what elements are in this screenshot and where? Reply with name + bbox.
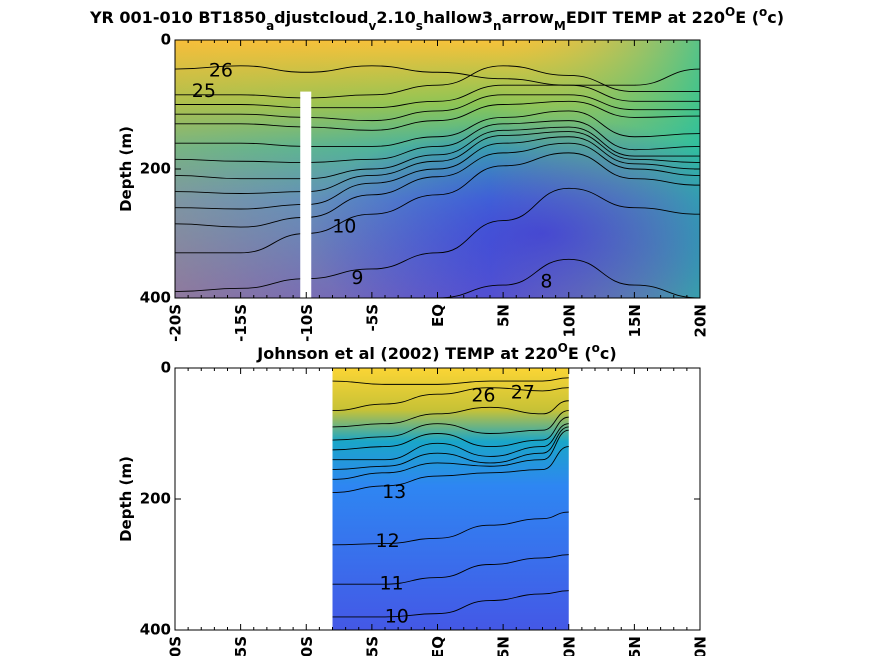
top-chart-title-part: O bbox=[725, 5, 735, 19]
contour-label: 11 bbox=[379, 573, 403, 595]
contour-line bbox=[332, 377, 569, 385]
top-chart-y-axis-label: Depth (m) bbox=[117, 126, 135, 212]
y-tick-label: 400 bbox=[140, 621, 171, 639]
x-tick-label: 5N bbox=[495, 304, 513, 327]
contour-line bbox=[174, 126, 700, 180]
contour-line bbox=[332, 423, 569, 461]
bottom-chart-title-part: O bbox=[558, 341, 568, 355]
x-tick-label: -10S bbox=[298, 636, 316, 656]
bottom-chart: Johnson et al (2002) TEMP at 220OE (oc) … bbox=[117, 341, 710, 656]
contour-line bbox=[174, 120, 701, 164]
contour-line bbox=[332, 554, 569, 585]
x-tick-label: -5S bbox=[363, 304, 381, 331]
contour-label: 12 bbox=[376, 530, 400, 552]
contour-line bbox=[332, 446, 569, 493]
contour-label: 26 bbox=[209, 59, 233, 81]
top-chart-title-part: c) bbox=[767, 8, 784, 27]
x-tick-label: -10S bbox=[298, 304, 316, 342]
y-tick-label: 0 bbox=[161, 359, 171, 377]
contour-line bbox=[174, 136, 701, 210]
contour-line bbox=[332, 590, 569, 618]
contour-label: 27 bbox=[511, 381, 535, 403]
top-chart-title-part: 2.10 bbox=[376, 8, 415, 27]
contour-line bbox=[174, 131, 701, 194]
contour-line bbox=[175, 84, 700, 109]
bottom-chart-title-part: o bbox=[592, 341, 600, 355]
x-tick-label: -20S bbox=[167, 636, 185, 656]
x-tick-label: -5S bbox=[363, 636, 381, 656]
contour-line bbox=[332, 416, 569, 451]
bottom-chart-contours: 27 26 13 12 11 10 bbox=[332, 377, 569, 627]
top-chart-title-part: M bbox=[554, 19, 566, 33]
top-chart-axes: -20S -15S -10S -5S EQ 5N 10N 15N 20N 0 200 400 bbox=[140, 31, 710, 342]
contour-line bbox=[174, 65, 701, 86]
top-chart-title-part: o bbox=[759, 5, 767, 19]
contour-line bbox=[332, 410, 569, 441]
x-tick-label: -15S bbox=[232, 636, 250, 656]
x-tick-label: 15N bbox=[626, 636, 644, 656]
x-tick-label: EQ bbox=[429, 636, 447, 656]
contour-label: 25 bbox=[192, 80, 216, 102]
contour-line bbox=[332, 387, 569, 412]
x-tick-label: 10N bbox=[560, 636, 578, 656]
x-tick-label: -15S bbox=[232, 304, 250, 342]
contour-label: 26 bbox=[471, 385, 495, 407]
y-tick-label: 0 bbox=[161, 31, 171, 49]
y-tick-label: 400 bbox=[140, 289, 171, 307]
top-chart-title: YR 001-010 BT1850adjustcloudv2.10shallow… bbox=[89, 5, 784, 33]
x-tick-label: -20S bbox=[167, 304, 185, 342]
contour-line bbox=[175, 100, 701, 131]
bottom-chart-axes: -20S -15S -10S -5S EQ 5N 10N 15N 20N 0 200 400 bbox=[140, 359, 710, 656]
x-tick-label: 20N bbox=[692, 304, 710, 337]
top-chart-title-part: v bbox=[368, 19, 376, 33]
top-chart-title-part: YR 001-010 BT1850 bbox=[89, 8, 266, 27]
top-chart-data-gap bbox=[300, 91, 312, 298]
top-chart-title-part: djustcloud bbox=[274, 8, 368, 27]
contour-line bbox=[174, 187, 701, 292]
x-tick-label: 10N bbox=[560, 304, 578, 337]
contour-line bbox=[332, 511, 569, 546]
contour-line bbox=[175, 65, 700, 99]
contour-label: 9 bbox=[351, 267, 363, 289]
contour-label: 10 bbox=[332, 216, 356, 238]
contour-label: 13 bbox=[382, 481, 406, 503]
contour-line bbox=[174, 142, 701, 228]
contour-line bbox=[332, 400, 569, 428]
bottom-chart-title-part: c) bbox=[600, 344, 617, 363]
y-tick-label: 200 bbox=[140, 490, 171, 508]
top-chart-title-part: E ( bbox=[735, 8, 759, 27]
top-chart-title-part: a bbox=[266, 19, 274, 33]
contour-line bbox=[332, 426, 569, 470]
top-chart-title-part: s bbox=[416, 19, 423, 33]
top-chart: YR 001-010 BT1850adjustcloudv2.10shallow… bbox=[89, 5, 784, 342]
x-tick-label: EQ bbox=[429, 304, 447, 327]
bottom-chart-title: Johnson et al (2002) TEMP at 220OE (oc) bbox=[256, 341, 616, 363]
top-chart-title-part: arrow bbox=[502, 8, 555, 27]
top-chart-title-part: n bbox=[493, 19, 502, 33]
contour-line bbox=[332, 429, 569, 480]
y-tick-label: 200 bbox=[140, 160, 171, 178]
top-chart-title-part: EDIT TEMP at 220 bbox=[566, 8, 725, 27]
contour-label: 10 bbox=[385, 605, 409, 627]
x-tick-label: 5N bbox=[495, 636, 513, 656]
bottom-chart-title-part: E ( bbox=[568, 344, 592, 363]
bottom-chart-title-part: Johnson et al (2002) TEMP at 220 bbox=[256, 344, 557, 363]
x-tick-label: 15N bbox=[626, 304, 644, 337]
x-tick-label: 20N bbox=[692, 636, 710, 656]
contour-line bbox=[175, 152, 701, 254]
contour-line bbox=[175, 110, 701, 147]
bottom-chart-heatmap bbox=[332, 368, 569, 630]
bottom-chart-y-axis-label: Depth (m) bbox=[117, 456, 135, 542]
contour-line bbox=[175, 94, 700, 122]
top-chart-title-part: hallow3 bbox=[423, 8, 493, 27]
contour-label: 8 bbox=[540, 270, 552, 292]
